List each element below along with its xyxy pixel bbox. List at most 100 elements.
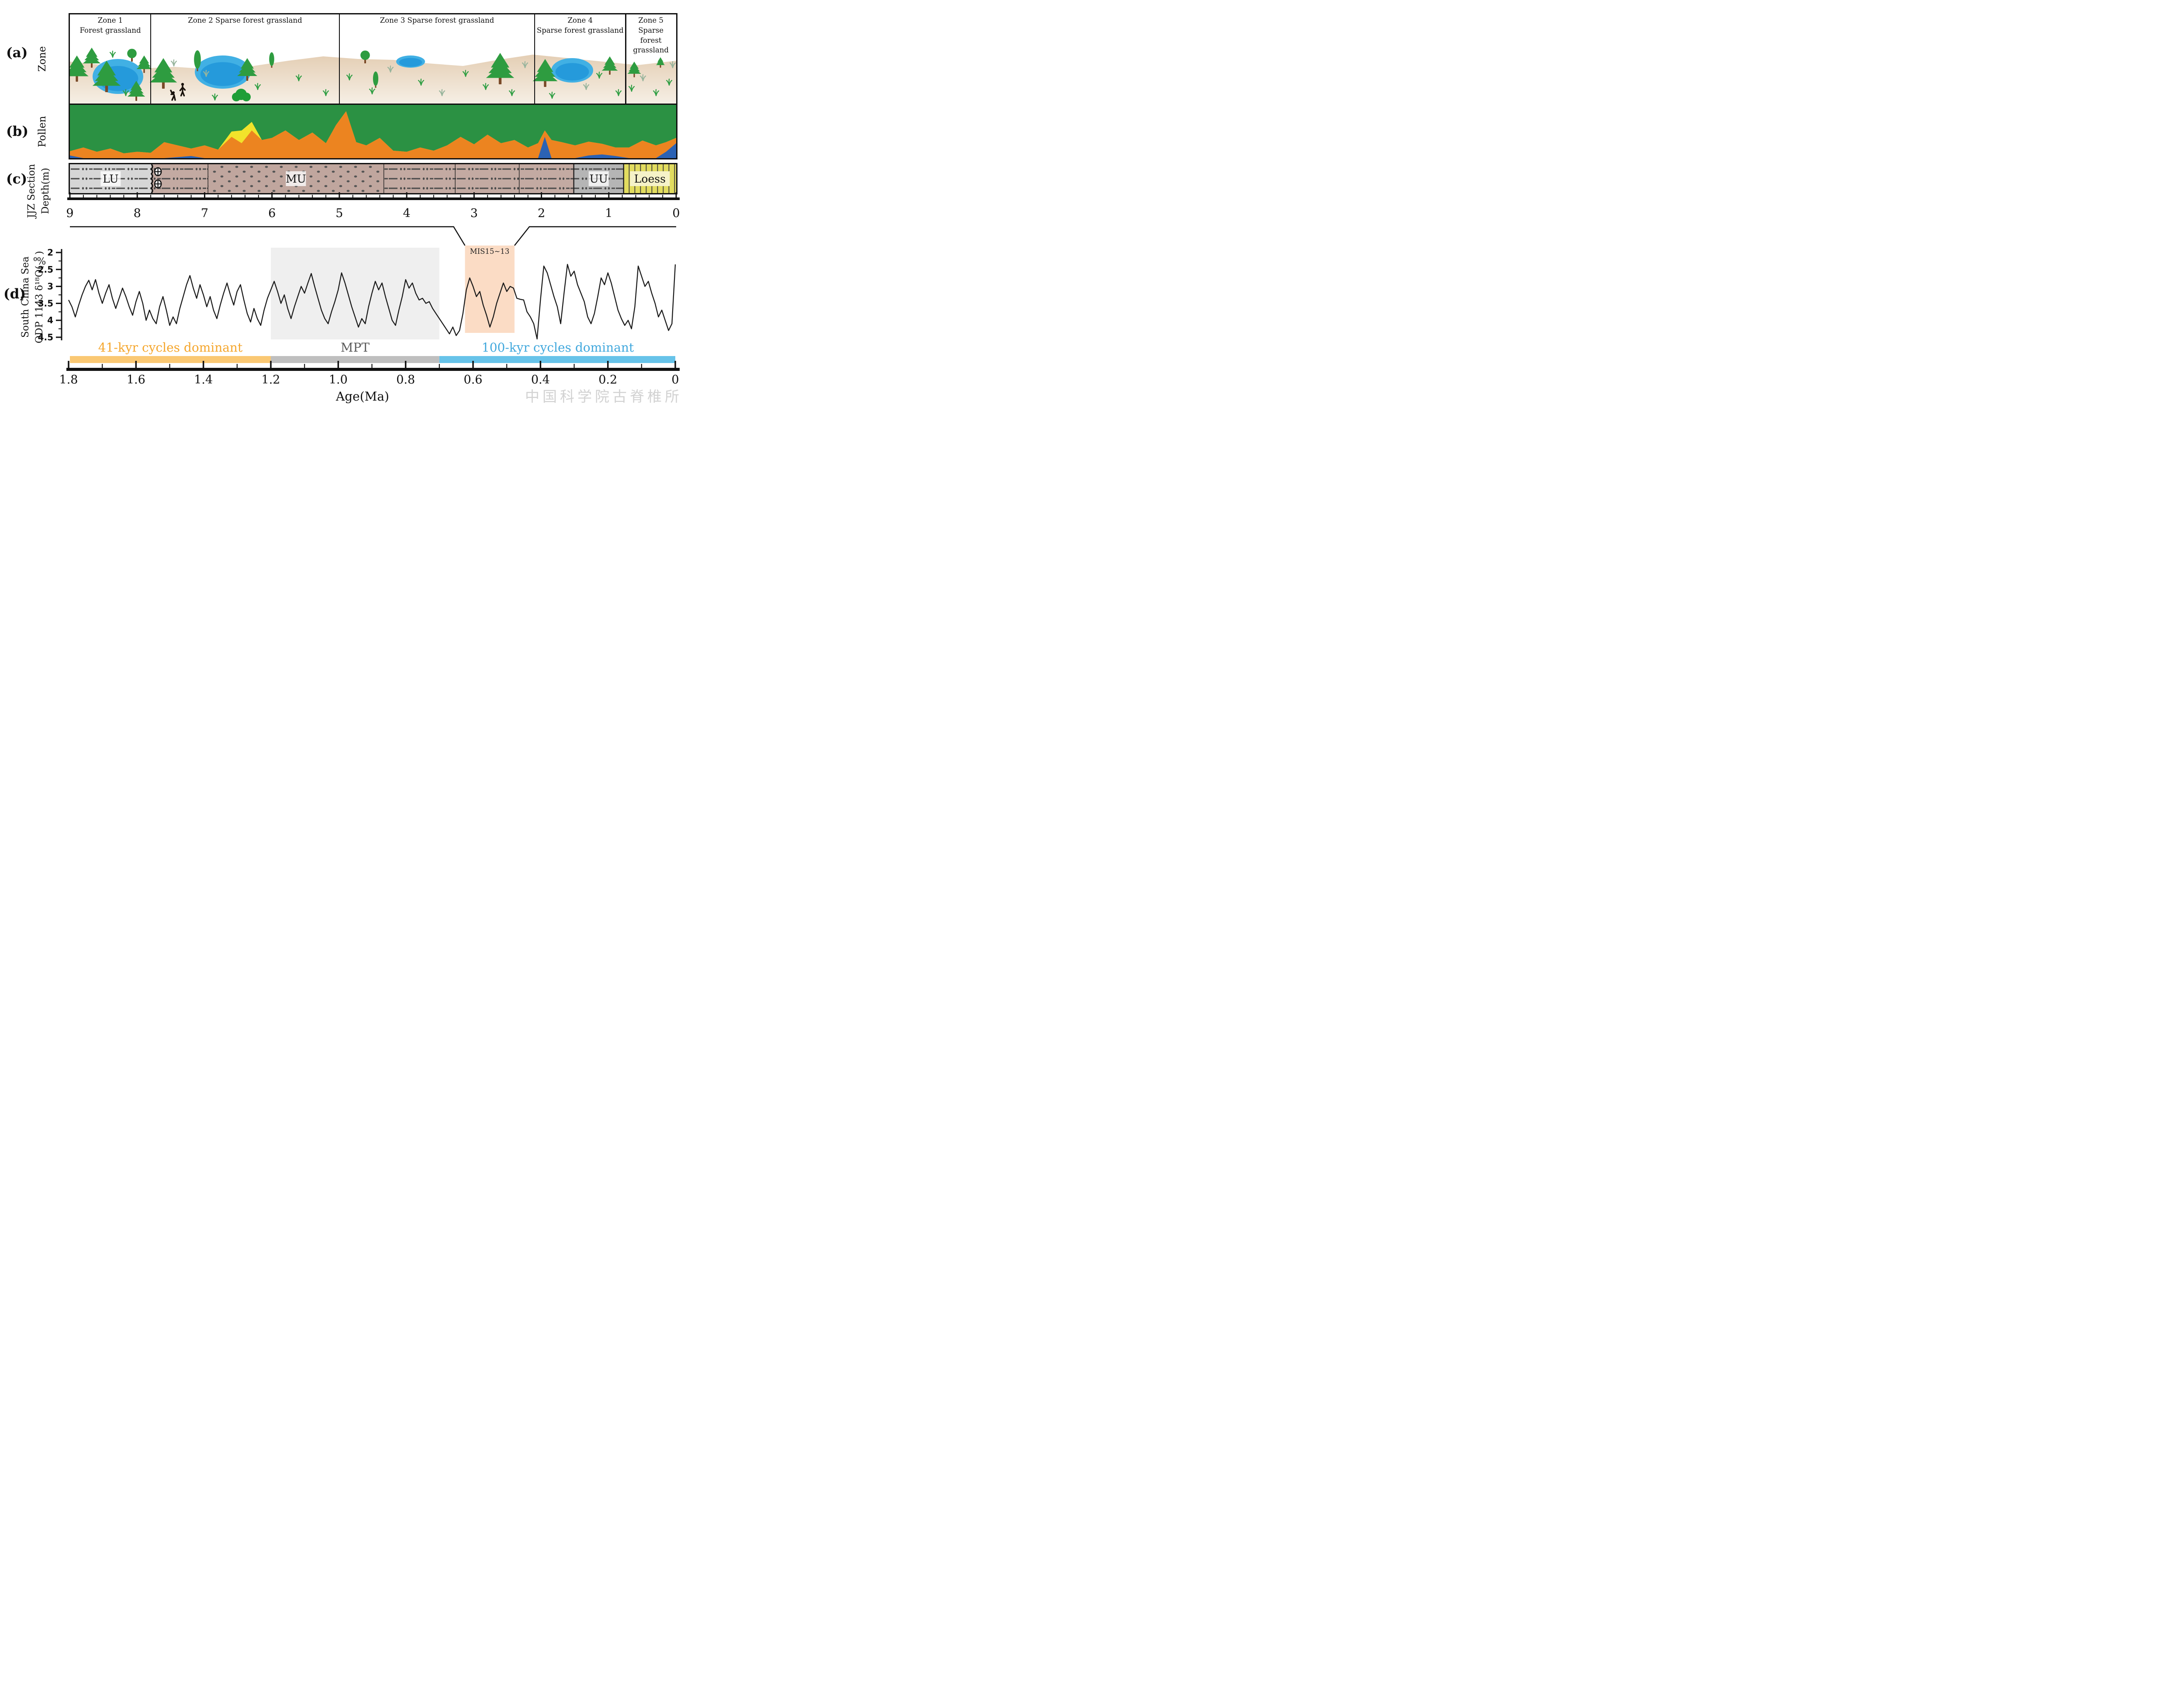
depth-tick-label: 6 xyxy=(268,207,276,220)
wavy-unconformity-boundary xyxy=(150,164,153,193)
panel-d-index: (d) xyxy=(3,286,26,302)
label-100kyr-cycles: 100-kyr cycles dominant xyxy=(481,340,634,355)
zone-4-header: Zone 4 Sparse forest grassland xyxy=(536,16,624,35)
grass-tuft-icon xyxy=(109,50,116,58)
lake-icon xyxy=(396,55,425,68)
circled-plus-icon xyxy=(154,179,162,189)
deciduous-tree-icon xyxy=(127,48,137,62)
age-tick-label: 1.4 xyxy=(194,373,213,387)
circled-plus-icon xyxy=(154,167,162,176)
strat-unit-loess: Loess xyxy=(623,164,676,193)
panel-a-index: (a) xyxy=(6,45,28,61)
grass-tuft-icon xyxy=(387,65,394,73)
cypress-tree-icon xyxy=(373,71,379,88)
grass-tuft-icon xyxy=(666,78,673,86)
strat-unit-mu: MU xyxy=(207,164,384,193)
grass-tuft-icon xyxy=(482,83,489,90)
zone-scene-illustration xyxy=(70,48,676,104)
zone-5-header: Zone 5 Sparse forest grassland xyxy=(633,16,669,55)
mpt-box xyxy=(271,248,439,339)
age-tick-label: 0.6 xyxy=(464,373,483,387)
depth-tick-label: 2 xyxy=(538,207,545,220)
strat-unit xyxy=(455,164,519,193)
grass-tuft-icon xyxy=(596,71,603,79)
cycle-bar-2 xyxy=(271,356,439,363)
grass-tuft-icon xyxy=(549,91,556,99)
conifer-tree-icon xyxy=(70,55,89,82)
grass-tuft-icon xyxy=(170,59,177,67)
grass-tuft-icon xyxy=(628,84,635,92)
conifer-tree-icon xyxy=(83,48,101,68)
grass-tuft-icon xyxy=(211,93,218,101)
zone-divider xyxy=(534,14,536,104)
human-standing-icon xyxy=(179,83,186,97)
grass-tuft-icon xyxy=(418,78,425,86)
panel-b-side-label: Pollen xyxy=(37,116,48,147)
age-tick-label: 1.8 xyxy=(59,373,78,387)
age-axis: 1.8 1.6 1.4 1.2 1.0 0.8 0.6 0.4 0.2 0 xyxy=(59,361,680,387)
strat-unit-label: UU xyxy=(590,173,608,185)
strat-unit-label: Loess xyxy=(634,173,666,185)
zone-3-header: Zone 3 Sparse forest grassland xyxy=(380,16,494,24)
depth-tick-label: 8 xyxy=(134,207,141,220)
lake-icon xyxy=(551,58,593,83)
depth-tick-label: 9 xyxy=(66,207,73,220)
cycle-dominance-bars xyxy=(70,356,675,363)
lake-icon xyxy=(195,55,251,89)
depth-tick-label: 7 xyxy=(201,207,208,220)
grass-tuft-icon xyxy=(508,89,515,97)
mis15-13-box xyxy=(465,246,515,333)
panel-a-side-label: Zone xyxy=(37,46,48,72)
grass-tuft-icon xyxy=(439,89,446,97)
panel-d-highlight-boxes xyxy=(271,246,515,339)
strat-unit xyxy=(150,164,208,193)
grass-tuft-icon xyxy=(203,69,210,77)
human-crouching-icon xyxy=(170,90,176,101)
strat-column: LU MU UU Loess xyxy=(70,164,676,193)
grass-tuft-icon xyxy=(462,69,469,77)
conifer-tree-icon xyxy=(136,55,152,73)
figure: (a) Zone (b) Pollen (c) JJZ Section Dept… xyxy=(0,0,685,406)
pollen-orange-area xyxy=(70,111,676,158)
cycle-bar-1 xyxy=(70,356,271,363)
age-tick-label: 0.8 xyxy=(396,373,415,387)
zone-2-header: Zone 2 Sparse forest grassland xyxy=(188,16,302,24)
age-axis-title: Age(Ma) xyxy=(336,389,389,404)
deciduous-tree-icon xyxy=(360,50,370,63)
conifer-tree-icon xyxy=(237,58,257,81)
bush-icon xyxy=(232,89,251,101)
strat-unit-label: LU xyxy=(103,173,118,185)
grass-tuft-icon xyxy=(322,89,329,97)
d18o-tick-label: 2 xyxy=(47,247,53,258)
grass-tuft-icon xyxy=(639,74,646,82)
grass-tuft-icon xyxy=(295,74,302,82)
section-correlation-bracket xyxy=(70,226,676,246)
pollen-stacked-area-chart xyxy=(70,105,676,158)
panel-c-index: (c) xyxy=(6,171,28,187)
mis15-13-label: MIS15~13 xyxy=(470,247,510,256)
depth-tick-label: 0 xyxy=(672,207,680,220)
grass-tuft-icon xyxy=(522,61,529,69)
depth-tick-label: 5 xyxy=(335,207,343,220)
conifer-tree-icon xyxy=(149,58,177,89)
zone-1-header: Zone 1 Forest grassland xyxy=(79,16,141,35)
strat-unit xyxy=(383,164,456,193)
grass-tuft-icon xyxy=(369,87,376,95)
panel-d-side-label-line2: ODP 1143 δ¹⁸O(‰) xyxy=(34,251,45,343)
conifer-tree-icon xyxy=(627,62,641,77)
depth-tick-label: 3 xyxy=(470,207,478,220)
depth-tick-label: 1 xyxy=(605,207,612,220)
label-41kyr-cycles: 41-kyr cycles dominant xyxy=(98,340,243,355)
panel-c-side-label-line1: JJZ Section xyxy=(26,164,37,218)
panel-b-pollen xyxy=(69,104,677,159)
panel-a-zones: Zone 1 Forest grassland Zone 2 Sparse for… xyxy=(69,13,677,105)
cypress-tree-icon xyxy=(194,50,201,71)
zone-divider xyxy=(150,14,152,104)
watermark-text: 中国科学院古脊椎所 xyxy=(525,388,682,405)
age-tick-label: 1.2 xyxy=(262,373,280,387)
grass-tuft-icon xyxy=(615,89,622,97)
grass-tuft-icon xyxy=(669,61,676,69)
grass-tuft-icon xyxy=(254,83,261,90)
zone-divider xyxy=(625,14,626,104)
cycle-bar-3 xyxy=(439,356,675,363)
